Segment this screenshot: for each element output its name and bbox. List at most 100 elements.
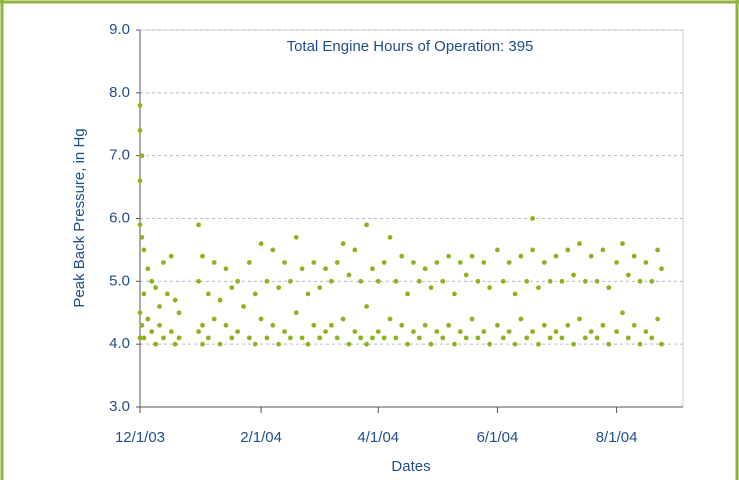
point	[270, 322, 276, 328]
point	[223, 322, 229, 328]
point	[229, 335, 235, 341]
point	[530, 216, 536, 221]
point	[405, 341, 410, 347]
point	[141, 247, 147, 253]
point	[637, 278, 643, 284]
point	[168, 253, 174, 259]
point	[620, 241, 625, 247]
point	[565, 322, 571, 328]
point	[149, 278, 155, 284]
point	[614, 260, 619, 265]
point	[352, 329, 358, 334]
point	[293, 310, 299, 316]
point	[452, 291, 457, 297]
point	[428, 285, 434, 291]
point	[235, 329, 241, 334]
point	[252, 341, 258, 347]
point	[229, 285, 235, 291]
point	[161, 335, 166, 341]
point	[276, 341, 282, 347]
point	[594, 335, 600, 341]
point	[157, 322, 162, 328]
point	[153, 341, 159, 347]
point	[559, 278, 565, 284]
point	[223, 266, 229, 272]
point	[305, 341, 311, 347]
point	[631, 253, 637, 259]
annotation: Total Engine Hours of Operation: 395	[287, 38, 534, 55]
point	[137, 178, 143, 184]
point	[299, 266, 305, 272]
point	[625, 272, 631, 278]
point	[577, 316, 582, 322]
y-tick-label: 3.0	[109, 398, 130, 415]
point	[141, 291, 147, 297]
point	[137, 128, 143, 133]
point	[530, 329, 536, 334]
point	[153, 285, 159, 291]
point	[387, 234, 393, 240]
point	[246, 335, 252, 341]
point	[164, 291, 170, 297]
point	[258, 241, 264, 247]
point	[370, 335, 375, 341]
point	[387, 316, 393, 322]
point	[541, 322, 547, 328]
point	[246, 260, 252, 265]
point	[352, 247, 358, 253]
y-tick-label: 6.0	[109, 209, 130, 226]
point	[276, 285, 282, 291]
point	[393, 278, 399, 284]
point	[434, 260, 440, 265]
point	[323, 266, 328, 272]
x-tick-label: 8/1/04	[596, 429, 638, 446]
point	[381, 335, 387, 341]
point	[457, 260, 463, 265]
point	[481, 260, 487, 265]
point	[637, 341, 643, 347]
point	[346, 341, 352, 347]
point	[463, 335, 469, 341]
point	[422, 266, 428, 272]
point	[571, 341, 577, 347]
point	[440, 335, 446, 341]
point	[264, 278, 270, 284]
point	[411, 260, 416, 265]
y-tick-label: 4.0	[109, 335, 130, 352]
point	[457, 329, 463, 334]
x-tick-label: 4/1/04	[357, 429, 399, 446]
point	[287, 278, 293, 284]
y-tick-label: 5.0	[109, 272, 130, 289]
point	[594, 278, 600, 284]
point	[241, 304, 246, 309]
point	[649, 335, 655, 341]
x-axis-label: Dates	[391, 458, 430, 475]
point	[358, 335, 364, 341]
point	[358, 278, 364, 284]
point	[606, 341, 612, 347]
x-tick-label: 6/1/04	[477, 429, 519, 446]
point	[311, 322, 317, 328]
point	[565, 247, 571, 253]
point	[329, 278, 334, 284]
point	[577, 241, 582, 247]
point	[287, 335, 293, 341]
point	[500, 335, 506, 341]
point	[305, 291, 311, 297]
point	[370, 266, 375, 272]
point	[422, 322, 428, 328]
point	[643, 260, 649, 265]
point	[145, 316, 151, 322]
point	[428, 341, 434, 347]
point	[506, 260, 512, 265]
point	[196, 329, 201, 334]
point	[217, 297, 223, 303]
point	[176, 335, 182, 341]
point	[176, 310, 182, 316]
point	[416, 278, 422, 284]
point	[495, 247, 500, 253]
y-axis-label: Peak Back Pressure, in Hg	[71, 128, 88, 307]
point	[416, 335, 422, 341]
point	[659, 266, 664, 272]
